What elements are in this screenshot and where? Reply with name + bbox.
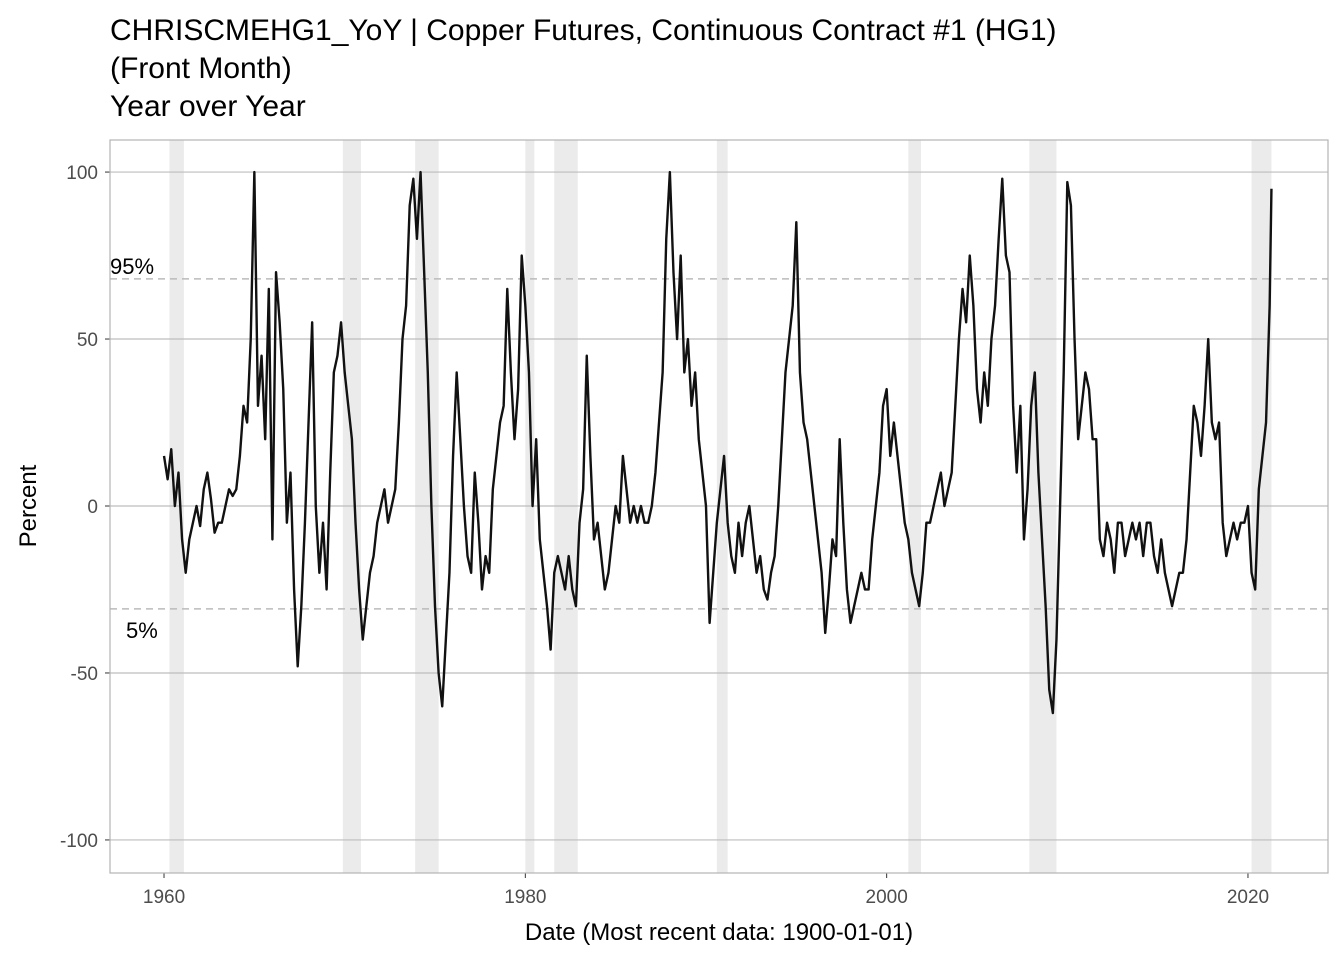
y-tick-label: -50 [71,664,98,685]
x-axis-label: Date (Most recent data: 1900-01-01) [525,919,913,946]
chart-title: CHRISCMEHG1_YoY | Copper Futures, Contin… [110,14,1057,47]
chart-title: (Front Month) [110,52,292,85]
x-tick-label: 1980 [504,887,546,908]
x-tick-label: 2000 [866,887,908,908]
y-tick-label: -100 [60,831,98,852]
x-tick-label: 2020 [1227,887,1269,908]
quantile-label: 5% [126,618,158,643]
data-line [162,170,1273,715]
y-tick-label: 50 [77,330,98,351]
y-tick-label: 0 [87,497,98,518]
quantile-label: 95% [110,254,154,279]
y-axis-label: Percent [15,464,42,547]
y-tick-label: 100 [66,163,98,184]
panel-border [109,139,1329,874]
x-tick-label: 1960 [143,887,185,908]
chart-title: Year over Year [110,90,306,123]
